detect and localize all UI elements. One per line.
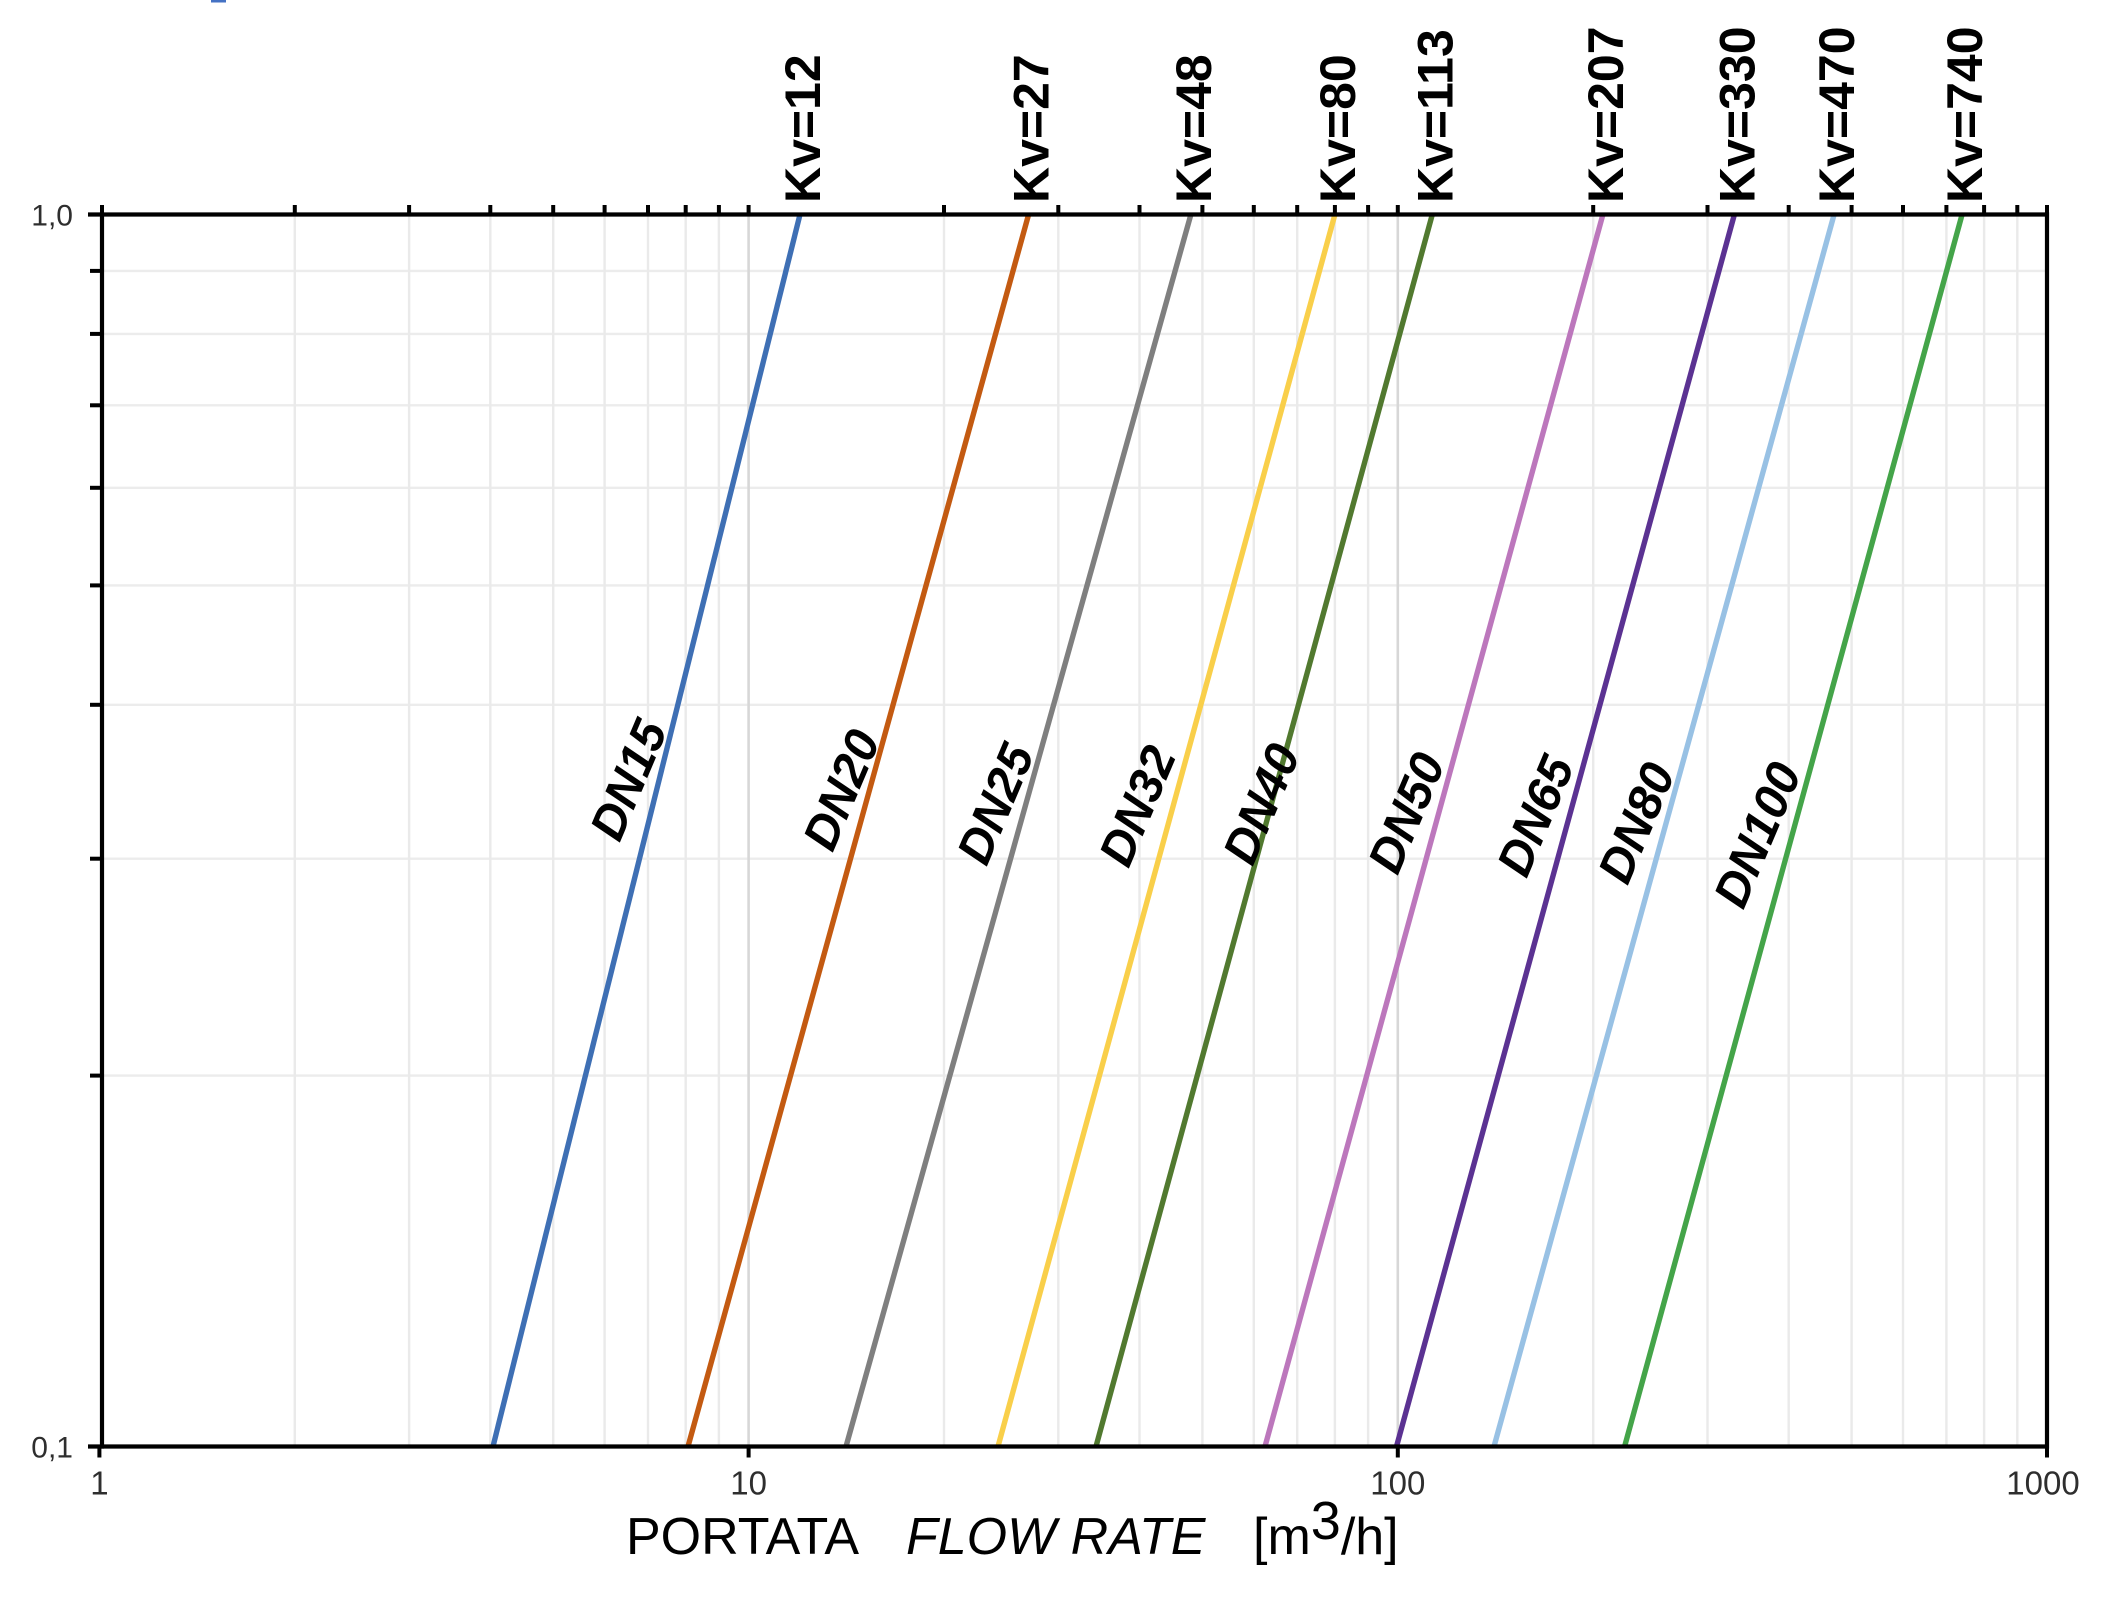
svg-text:Kv=27: Kv=27 [1004,54,1060,203]
svg-text:Kv=470: Kv=470 [1809,26,1865,203]
svg-text:Kv=207: Kv=207 [1578,26,1634,203]
svg-text:Kv=740: Kv=740 [1937,26,1993,203]
svg-text:100: 100 [1370,1465,1425,1502]
svg-text:Kv=80: Kv=80 [1310,54,1366,203]
svg-text:10: 10 [730,1465,767,1502]
svg-text:1,0: 1,0 [31,200,73,233]
svg-text:1000: 1000 [2006,1465,2079,1502]
svg-text:PORTATA: PORTATA [626,1508,859,1566]
svg-text:0,1: 0,1 [31,1432,73,1465]
svg-text:FLOW RATE: FLOW RATE [906,1508,1207,1566]
svg-text:Kv=113: Kv=113 [1407,29,1463,203]
svg-text:1: 1 [90,1465,108,1502]
svg-text:Kv=48: Kv=48 [1166,54,1222,203]
svg-text:Kv=12: Kv=12 [775,54,831,203]
svg-text:Kv=330: Kv=330 [1709,26,1765,203]
